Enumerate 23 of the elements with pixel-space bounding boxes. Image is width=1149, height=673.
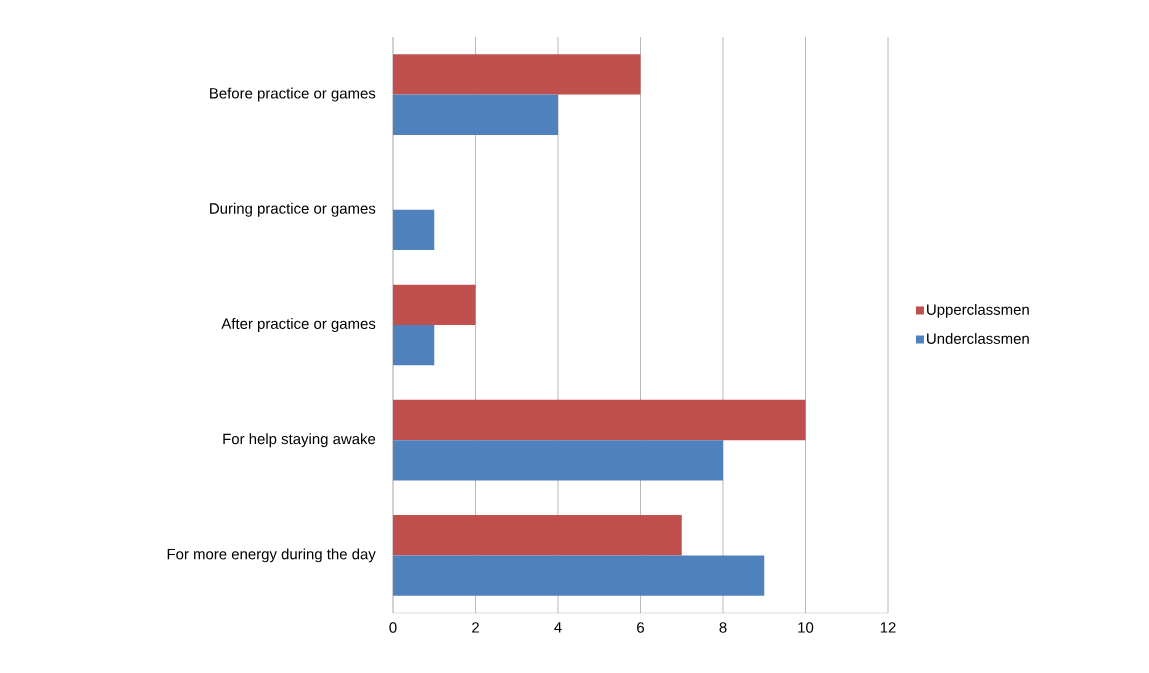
legend-label: Underclassmen [927,332,1029,344]
x-tick-label: 12 [880,622,896,633]
bar [393,54,641,95]
y-tick-label: Before practice or games [210,87,376,102]
bar [393,324,435,366]
bar [393,209,435,251]
y-tick-label: For help staying awake [223,433,376,448]
x-tick-label: 4 [554,622,562,633]
x-tick-label: 8 [719,622,727,633]
x-tick-label: 2 [472,622,479,633]
y-tick-label: For more energy during the day [167,548,376,563]
x-tick-label: 10 [798,622,814,633]
x-tick-label: 0 [389,622,397,633]
bar [393,555,765,596]
bar [393,94,559,135]
y-tick-label: During practice or games [210,202,376,217]
y-tick-label: After practice or games [221,318,376,332]
bar [393,399,806,441]
bar [393,284,476,325]
bar [393,440,724,481]
legend-label: Upperclassmen [927,303,1029,318]
bar [393,515,682,556]
x-tick-label: 6 [637,622,645,633]
